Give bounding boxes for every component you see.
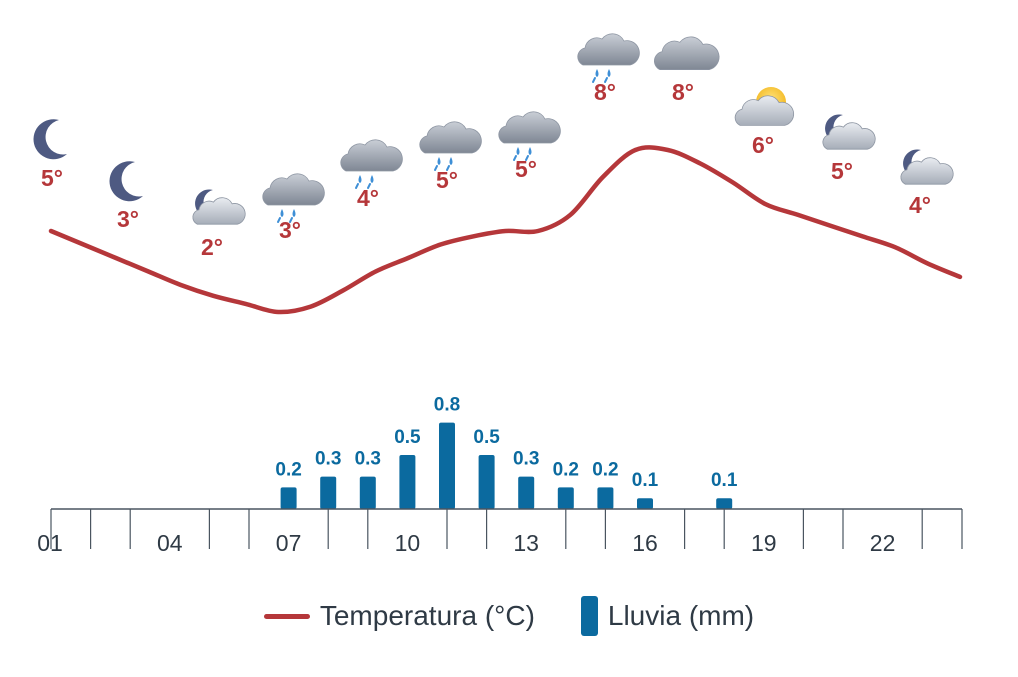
- rain-bar: [478, 455, 495, 509]
- legend-temperature-swatch: [263, 613, 310, 619]
- temperature-label: 3°: [117, 206, 139, 232]
- rain-label: 0.5: [394, 427, 421, 448]
- sun-cloud-icon: [734, 87, 794, 126]
- x-tick-label: 01: [37, 530, 63, 556]
- x-tick-label: 13: [513, 530, 539, 556]
- legend-item-temperature: Temperatura (°C): [263, 600, 535, 632]
- temperature-label: 5°: [515, 156, 537, 182]
- temperature-label: 3°: [279, 217, 301, 243]
- rain-label: 0.1: [632, 470, 659, 491]
- rain-label: 0.2: [592, 459, 618, 480]
- moon-cloud-icon: [822, 114, 876, 150]
- rain-cloud-icon: [498, 111, 561, 161]
- legend-rain-swatch: [580, 596, 598, 636]
- rain-cloud-icon: [262, 173, 325, 223]
- rain-label: 0.1: [711, 470, 738, 491]
- rain-label: 0.3: [513, 449, 539, 470]
- moon-icon: [109, 161, 143, 202]
- x-tick-label: 19: [751, 530, 777, 556]
- temperature-label: 4°: [357, 185, 379, 211]
- rain-label: 0.8: [434, 395, 460, 416]
- moon-cloud-icon: [192, 189, 246, 225]
- temperature-line: [48, 145, 963, 315]
- x-tick-label: 16: [632, 530, 658, 556]
- rain-cloud-icon: [419, 121, 482, 171]
- rain-cloud-icon: [577, 33, 640, 83]
- rain-bar: [597, 487, 614, 509]
- rain-bar: [439, 422, 455, 509]
- rain-bar: [320, 476, 337, 509]
- x-tick-label: 10: [395, 530, 421, 556]
- rain-label: 0.2: [275, 459, 301, 480]
- rain-bar: [637, 498, 653, 509]
- rain-bar: [399, 455, 416, 509]
- x-tick-label: 22: [870, 530, 896, 556]
- rain-label: 0.2: [553, 459, 579, 480]
- moon-icon: [33, 119, 67, 160]
- rain-bar: [557, 487, 574, 509]
- legend: Temperatura (°C) Lluvia (mm): [0, 592, 1018, 640]
- x-tick-label: 07: [276, 530, 302, 556]
- x-tick-label: 04: [157, 530, 183, 556]
- temperature-label: 5°: [436, 167, 458, 193]
- temperature-label: 6°: [752, 132, 774, 158]
- chart-canvas: 5° 3° 2° 3° 4° 5° 5° 8° 8° 6° 5° 4° 0.2 0.3 0.3 0.5 0.8 0…: [33, 33, 963, 556]
- rain-label: 0.3: [355, 449, 381, 470]
- rain-bar: [716, 498, 733, 509]
- rain-label: 0.3: [315, 449, 341, 470]
- rain-bar: [518, 476, 535, 509]
- rain-cloud-icon: [340, 139, 403, 189]
- temperature-label: 4°: [909, 192, 931, 218]
- cloud-icon: [654, 36, 720, 70]
- temperature-label: 5°: [831, 158, 853, 184]
- rain-bar: [359, 476, 376, 509]
- rain-label: 0.5: [473, 427, 500, 448]
- rain-bar: [280, 487, 297, 509]
- moon-cloud-icon: [900, 149, 954, 185]
- legend-item-rain: Lluvia (mm): [580, 596, 755, 636]
- temperature-label: 2°: [201, 234, 223, 260]
- temperature-label: 5°: [41, 165, 63, 191]
- temperature-label: 8°: [594, 79, 616, 105]
- legend-temperature-label: Temperatura (°C): [319, 600, 535, 631]
- legend-rain-label: Lluvia (mm): [607, 600, 755, 631]
- temperature-label: 8°: [672, 79, 694, 105]
